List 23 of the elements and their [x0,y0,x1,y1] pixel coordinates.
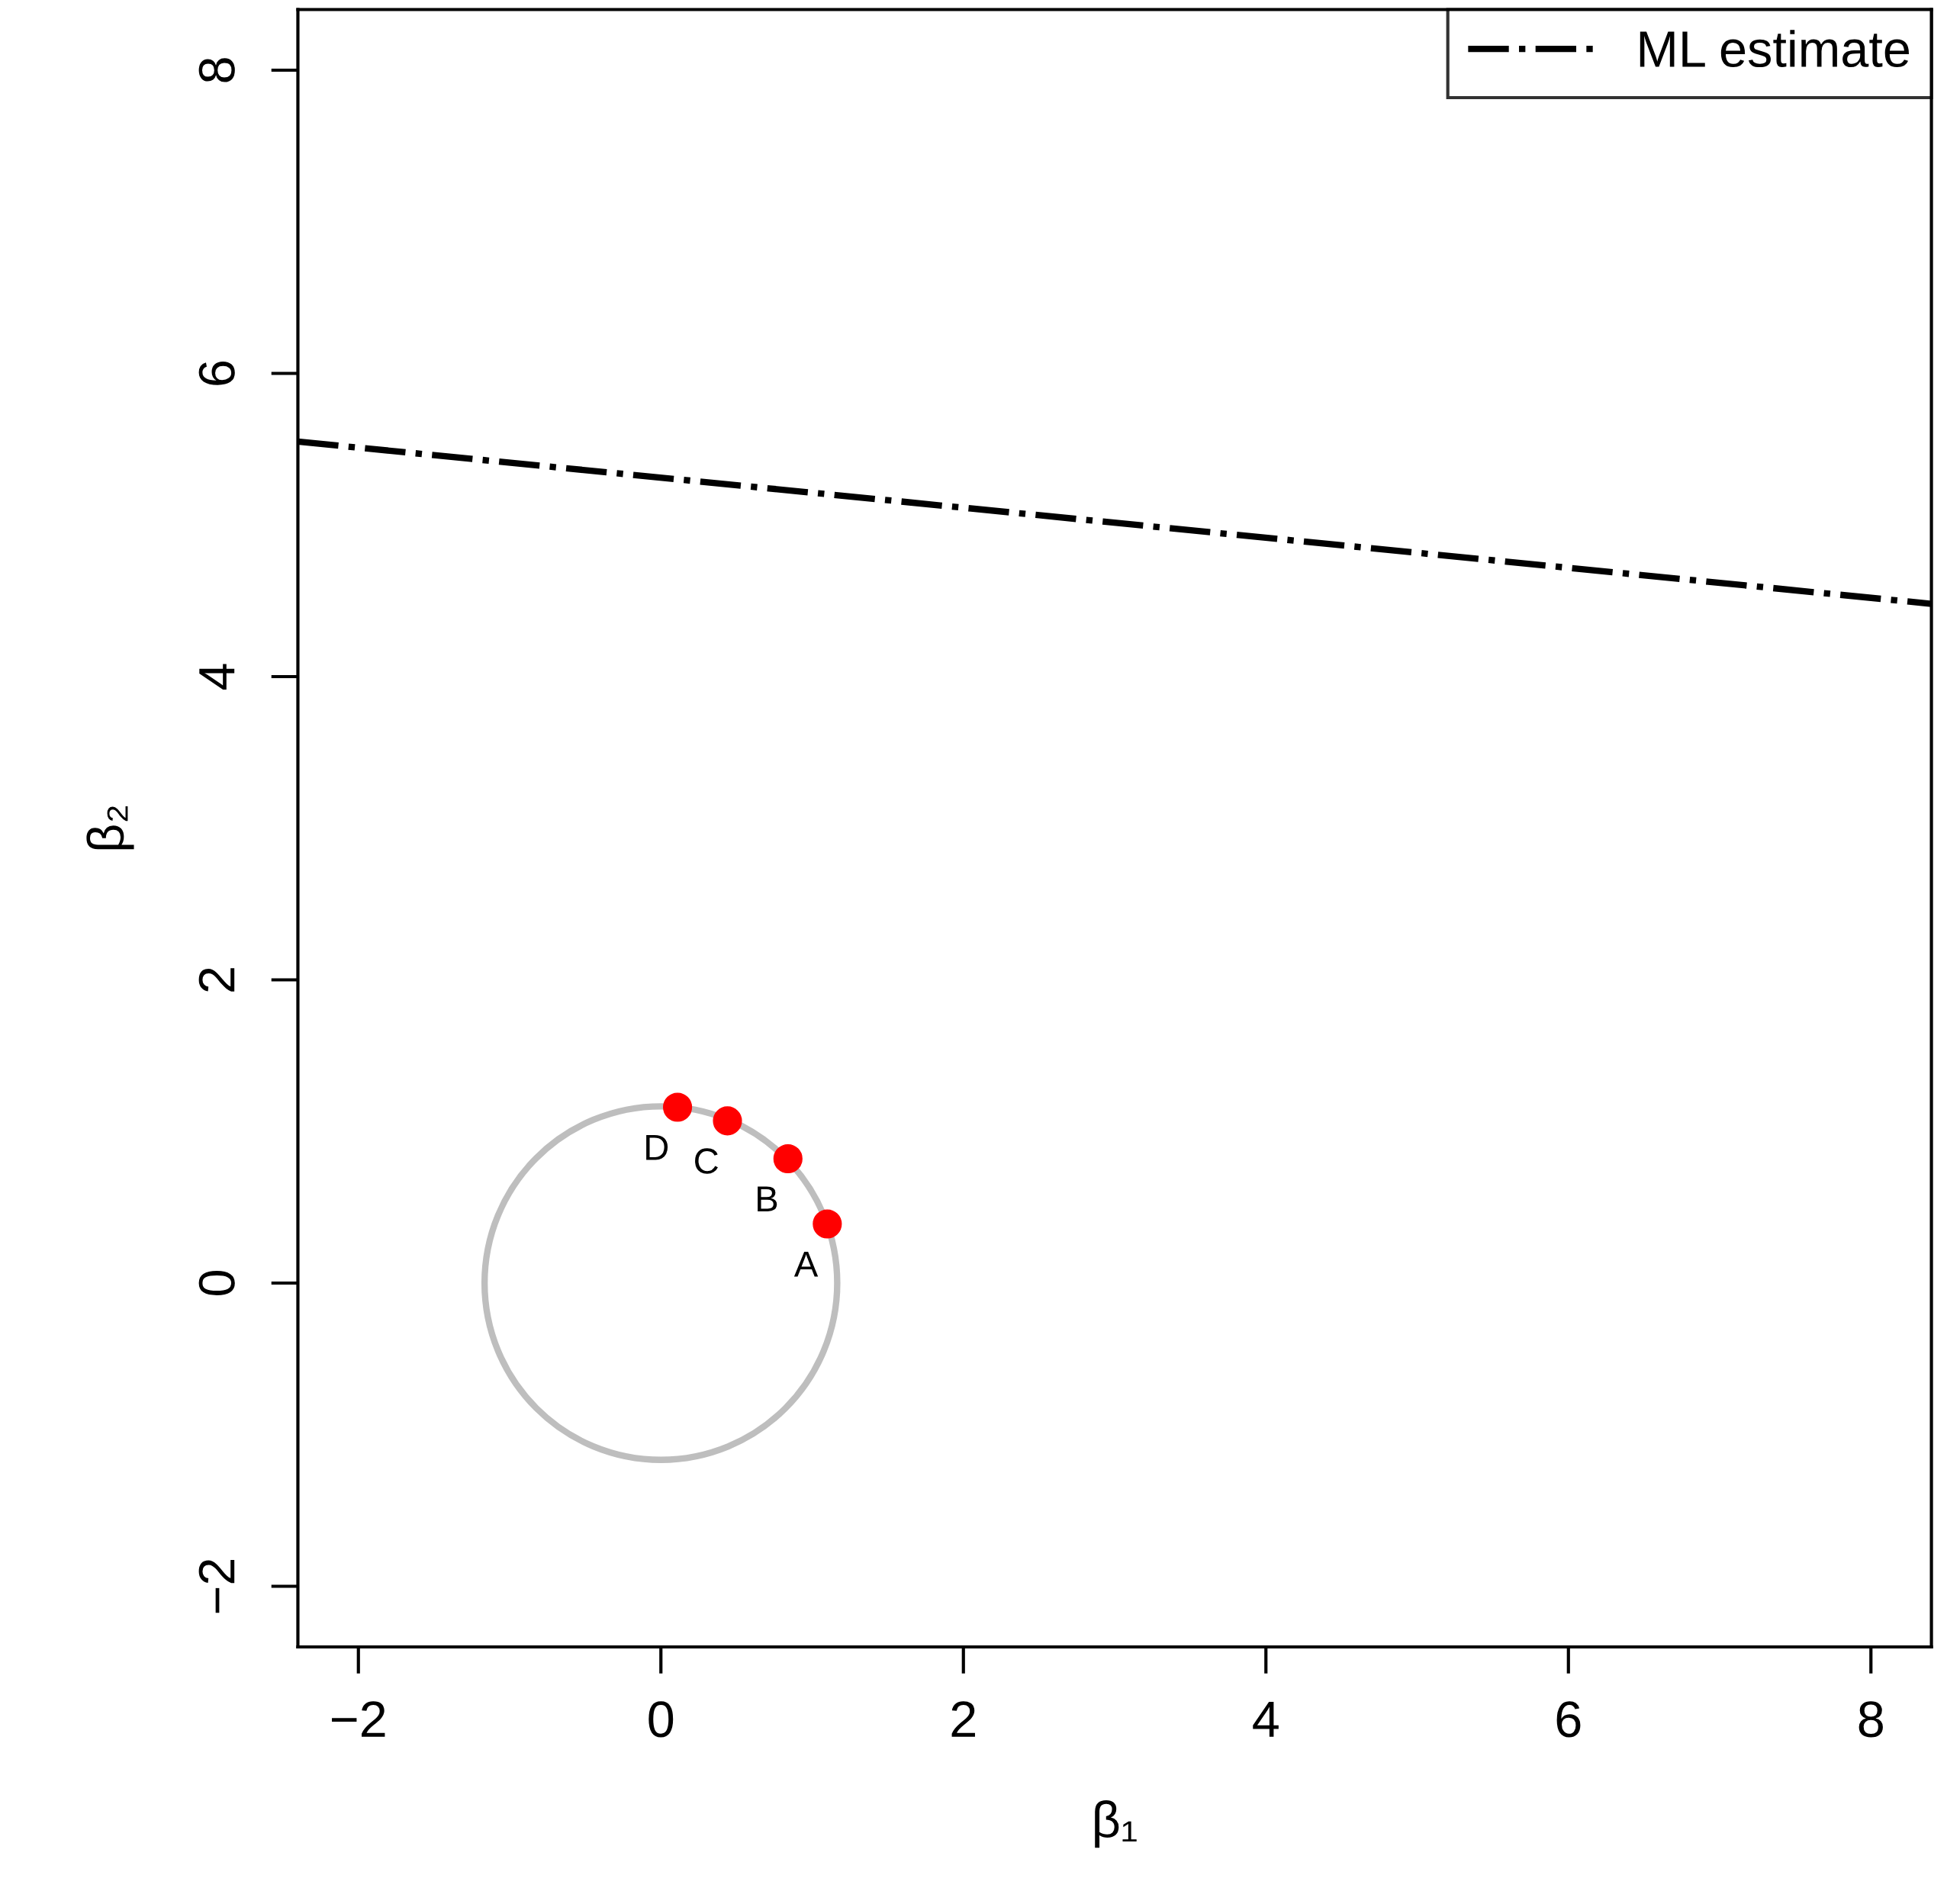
y-tick-label: 6 [198,361,235,385]
y-tick-label: −2 [198,1559,235,1613]
x-axis-title: β₁ [1095,1800,1137,1848]
data-label: C [695,1148,718,1174]
point [663,1092,693,1122]
y-tick-label: 8 [198,58,235,82]
x-tick-label: 8 [1859,1701,1883,1738]
x-tick-label: −2 [332,1701,385,1737]
x-tick-label: 4 [1253,1701,1279,1737]
y-tick-label: 4 [199,664,235,690]
point [773,1143,803,1174]
y-tick-label: 2 [198,968,235,992]
y-tick-label: 0 [198,1271,235,1295]
data-label: D [646,1134,668,1160]
point [713,1106,742,1136]
point [813,1209,842,1239]
legend-label: ML estimate [1640,30,1909,68]
x-tick-label: 0 [648,1701,674,1738]
data-label: B [758,1186,777,1211]
x-tick-label: 6 [1556,1701,1581,1738]
y-axis-title: β₂ [86,806,134,850]
x-tick-label: 2 [951,1701,975,1737]
data-label: A [793,1251,819,1277]
